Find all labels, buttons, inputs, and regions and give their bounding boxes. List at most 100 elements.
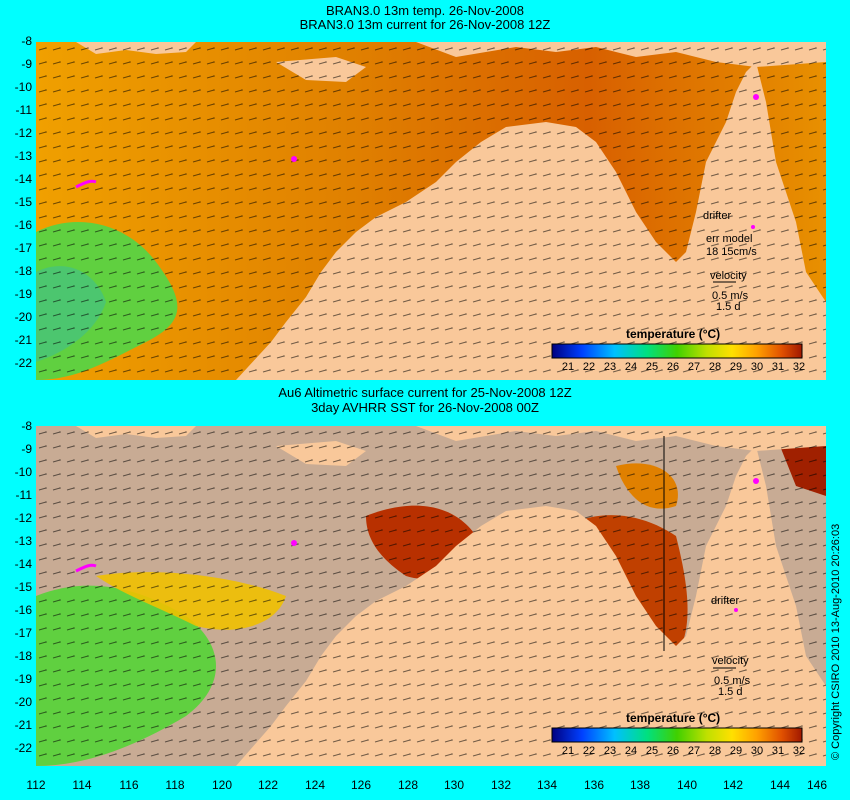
colorbar-tick: 27	[687, 745, 701, 757]
y-tick: -15	[14, 580, 32, 594]
y-tick: -17	[14, 626, 32, 640]
y-tick: -8	[21, 419, 32, 433]
top-velocity-label: velocity	[710, 270, 747, 282]
top-velocity-time: 1.5 d	[716, 301, 741, 313]
colorbar-tick: 24	[624, 361, 638, 373]
bottom-drifter-label: drifter	[711, 595, 740, 607]
top-map	[36, 42, 826, 380]
bottom-map	[36, 426, 826, 766]
colorbar-tick: 26	[666, 745, 680, 757]
colorbar-tick: 23	[603, 361, 617, 373]
top-title-line2: BRAN3.0 13m current for 26-Nov-2008 12Z	[299, 17, 551, 32]
y-tick: -15	[14, 195, 32, 209]
y-tick: -20	[14, 310, 32, 324]
colorbar-tick: 22	[582, 745, 596, 757]
drifter-track	[75, 563, 97, 573]
colorbar	[551, 343, 803, 359]
top-colorbar-title: temperature (°C)	[626, 327, 721, 341]
x-tick: 118	[165, 778, 185, 792]
top-err-model-label: err model	[706, 233, 753, 245]
x-tick: 116	[119, 778, 139, 792]
y-tick: -13	[14, 534, 32, 548]
x-tick: 134	[536, 778, 558, 792]
current-vectors	[36, 426, 826, 766]
x-tick: 120	[211, 778, 233, 792]
x-tick: 142	[722, 778, 744, 792]
y-tick: -11	[15, 488, 32, 502]
copyright-notice: © Copyright CSIRO 2010 13-Aug-2010 20:26…	[830, 523, 842, 760]
colorbar-tick: 28	[708, 745, 722, 757]
y-tick: -18	[14, 264, 32, 278]
colorbar-tick: 32	[792, 745, 806, 757]
colorbar-tick: 31	[771, 361, 785, 373]
y-tick: -14	[14, 172, 32, 186]
bottom-velocity-label: velocity	[712, 655, 749, 667]
y-tick: -10	[14, 465, 32, 479]
current-vectors	[36, 42, 826, 380]
colorbar-tick: 30	[750, 745, 764, 757]
colorbar-tick: 26	[666, 361, 680, 373]
y-tick: -9	[21, 442, 32, 456]
y-tick: -9	[21, 57, 32, 71]
x-tick: 132	[490, 778, 512, 792]
colorbar-tick: 32	[792, 361, 806, 373]
x-tick: 138	[629, 778, 651, 792]
colorbar-tick: 28	[708, 361, 722, 373]
y-tick: -16	[14, 218, 32, 232]
bottom-velocity-time: 1.5 d	[718, 686, 743, 698]
colorbar-tick: 31	[771, 745, 785, 757]
bottom-title-line2: 3day AVHRR SST for 26-Nov-2008 00Z	[311, 400, 539, 415]
top-drifter-label: drifter	[703, 210, 732, 222]
bottom-title-line1: Au6 Altimetric surface current for 25-No…	[278, 385, 572, 400]
drifter-marker	[291, 156, 297, 162]
x-tick: 136	[583, 778, 605, 792]
top-velocity-scale: 0.5 m/s	[712, 290, 749, 302]
y-tick: -17	[14, 241, 32, 255]
bottom-colorbar-title: temperature (°C)	[626, 711, 721, 725]
y-tick: -14	[14, 557, 32, 571]
drifter-marker	[291, 540, 297, 546]
colorbar-tick: 21	[561, 745, 575, 757]
y-tick: -20	[14, 695, 32, 709]
x-tick: 124	[304, 778, 326, 792]
y-tick: -18	[14, 649, 32, 663]
colorbar-tick: 21	[561, 361, 575, 373]
drifter-legend-marker	[734, 608, 738, 612]
y-tick: -22	[14, 356, 32, 370]
x-tick: 130	[443, 778, 465, 792]
colorbar-tick: 27	[687, 361, 701, 373]
drifter-marker	[753, 94, 759, 100]
x-tick: 114	[72, 778, 92, 792]
y-tick: -19	[14, 287, 32, 301]
y-tick: -12	[14, 511, 32, 525]
drifter-legend-marker	[751, 225, 755, 229]
x-tick: 140	[676, 778, 698, 792]
colorbar-tick: 23	[603, 745, 617, 757]
y-tick: -21	[14, 333, 32, 347]
colorbar-tick: 29	[729, 361, 743, 373]
x-tick: 146	[806, 778, 828, 792]
x-tick: 122	[257, 778, 279, 792]
x-tick: 112	[26, 778, 46, 792]
x-tick: 144	[769, 778, 791, 792]
y-tick: -21	[14, 718, 32, 732]
y-tick: -22	[14, 741, 32, 755]
y-tick: -13	[14, 149, 32, 163]
colorbar-tick: 30	[750, 361, 764, 373]
colorbar-tick: 29	[729, 745, 743, 757]
y-tick: -12	[14, 126, 32, 140]
colorbar	[551, 727, 803, 743]
drifter-track	[75, 179, 97, 189]
colorbar-tick: 25	[645, 745, 659, 757]
colorbar-tick: 25	[645, 361, 659, 373]
x-tick: 126	[350, 778, 372, 792]
y-tick: -11	[15, 103, 32, 117]
top-err-model-value: 18 15cm/s	[706, 246, 757, 258]
y-tick: -8	[21, 34, 32, 48]
y-tick: -10	[14, 80, 32, 94]
x-tick: 128	[397, 778, 419, 792]
y-tick: -19	[14, 672, 32, 686]
bottom-velocity-scale: 0.5 m/s	[714, 675, 751, 687]
top-title-line1: BRAN3.0 13m temp. 26-Nov-2008	[326, 3, 524, 18]
y-tick: -16	[14, 603, 32, 617]
